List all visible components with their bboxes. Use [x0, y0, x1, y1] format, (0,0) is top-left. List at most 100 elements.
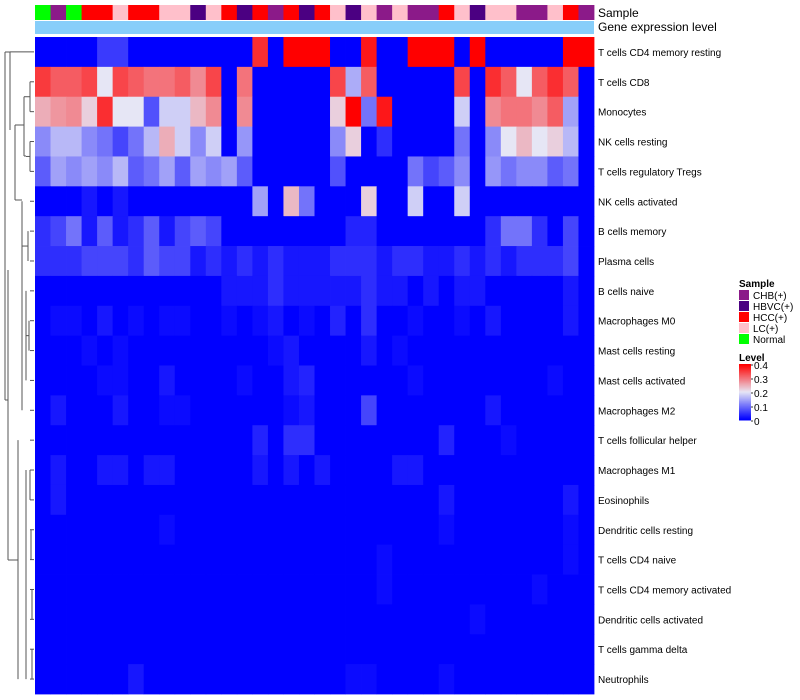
heatmap-cell	[516, 37, 533, 68]
heatmap-cell	[35, 664, 51, 695]
heatmap-cell	[547, 96, 564, 127]
heatmap-cell	[174, 66, 191, 98]
heatmap-cell	[298, 335, 315, 366]
heatmap-cell	[143, 186, 160, 217]
heatmap-cell	[252, 305, 269, 337]
heatmap-cell	[562, 634, 579, 665]
row-label: B cells memory	[598, 227, 666, 238]
sample-annotation-cell	[267, 5, 284, 20]
heatmap-cell	[252, 574, 269, 605]
heatmap-cell	[330, 634, 346, 665]
heatmap-cell	[485, 275, 502, 307]
heatmap-cell	[174, 335, 191, 366]
heatmap-cell	[345, 96, 362, 127]
heatmap-cell	[423, 455, 440, 486]
level-legend-gradient-step	[739, 388, 751, 391]
heatmap-cell	[454, 96, 471, 127]
sample-annotation-cell	[345, 5, 362, 20]
heatmap-cell	[35, 455, 51, 486]
heatmap-cell	[267, 574, 284, 605]
heatmap-cell	[345, 425, 362, 456]
heatmap-cell	[81, 305, 98, 337]
sample-annotation-cell	[485, 5, 502, 20]
heatmap-cell	[407, 395, 424, 426]
heatmap-cell	[35, 365, 51, 396]
heatmap-cell	[314, 37, 331, 68]
heatmap-cell	[578, 365, 595, 396]
heatmap-cell	[66, 37, 82, 68]
sample-annotation-cell	[562, 5, 579, 20]
heatmap-cell	[128, 37, 145, 68]
heatmap-cell	[531, 455, 548, 486]
heatmap-cell	[97, 634, 114, 665]
heatmap-cell	[485, 634, 502, 665]
sample-legend-label: CHB(+)	[753, 291, 787, 302]
heatmap-cell	[454, 37, 471, 68]
heatmap-cell	[407, 126, 424, 157]
heatmap-cell	[190, 96, 207, 127]
heatmap-cell	[361, 395, 378, 426]
heatmap-cell	[267, 216, 284, 247]
heatmap-cell	[547, 544, 564, 575]
level-legend-gradient-step	[739, 407, 751, 410]
heatmap-cell	[376, 37, 393, 68]
heatmap-cell	[81, 544, 98, 575]
heatmap-cell	[392, 275, 409, 307]
heatmap-cell	[221, 186, 238, 217]
heatmap-cell	[128, 186, 145, 217]
heatmap-cell	[376, 514, 393, 546]
heatmap-cell	[298, 664, 315, 695]
heatmap-cell	[562, 455, 579, 486]
heatmap-cell	[469, 186, 486, 217]
heatmap-cell	[252, 425, 269, 456]
heatmap-cell	[407, 275, 424, 307]
heatmap-cell	[345, 544, 362, 575]
heatmap-cell	[221, 514, 238, 546]
heatmap-cell	[423, 365, 440, 396]
level-legend-gradient-step	[739, 411, 751, 413]
sample-legend-title: Sample	[739, 279, 775, 290]
heatmap-cell	[97, 246, 114, 277]
heatmap-cell	[361, 484, 378, 516]
heatmap-cell	[236, 455, 253, 486]
heatmap-cell	[407, 574, 424, 605]
heatmap-cell	[66, 425, 82, 456]
heatmap-cell	[50, 544, 67, 575]
heatmap-cell	[66, 514, 82, 546]
heatmap-cell	[330, 484, 346, 516]
heatmap-cell	[159, 335, 176, 366]
heatmap-cell	[66, 335, 82, 366]
heatmap-cell	[252, 365, 269, 396]
heatmap-cell	[562, 514, 579, 546]
heatmap-cell	[547, 156, 564, 187]
heatmap-cell	[469, 425, 486, 456]
heatmap-cell	[578, 216, 595, 247]
heatmap-cell	[578, 275, 595, 307]
heatmap-cell	[97, 365, 114, 396]
heatmap-cell	[314, 425, 331, 456]
heatmap-cell	[485, 305, 502, 337]
heatmap-cell	[345, 305, 362, 337]
row-label: Dendritic cells activated	[598, 615, 703, 626]
heatmap-cell	[283, 335, 300, 366]
heatmap-cell	[500, 66, 517, 98]
sample-annotation-cell	[81, 5, 98, 20]
heatmap-cell	[81, 156, 98, 187]
heatmap-cell	[376, 544, 393, 575]
heatmap-cell	[345, 574, 362, 605]
heatmap-cell	[298, 126, 315, 157]
heatmap-cell	[345, 37, 362, 68]
heatmap-cell	[376, 216, 393, 247]
heatmap-cell	[159, 425, 176, 456]
heatmap-cell	[376, 634, 393, 665]
heatmap-cell	[50, 425, 67, 456]
heatmap-cell	[252, 37, 269, 68]
heatmap-cell	[469, 96, 486, 127]
heatmap-cell	[267, 275, 284, 307]
heatmap-cell	[221, 275, 238, 307]
heatmap-cell	[283, 156, 300, 187]
heatmap-cell	[267, 544, 284, 575]
heatmap-cell	[81, 66, 98, 98]
heatmap-cell	[159, 634, 176, 665]
level-legend-gradient-step	[739, 406, 751, 409]
